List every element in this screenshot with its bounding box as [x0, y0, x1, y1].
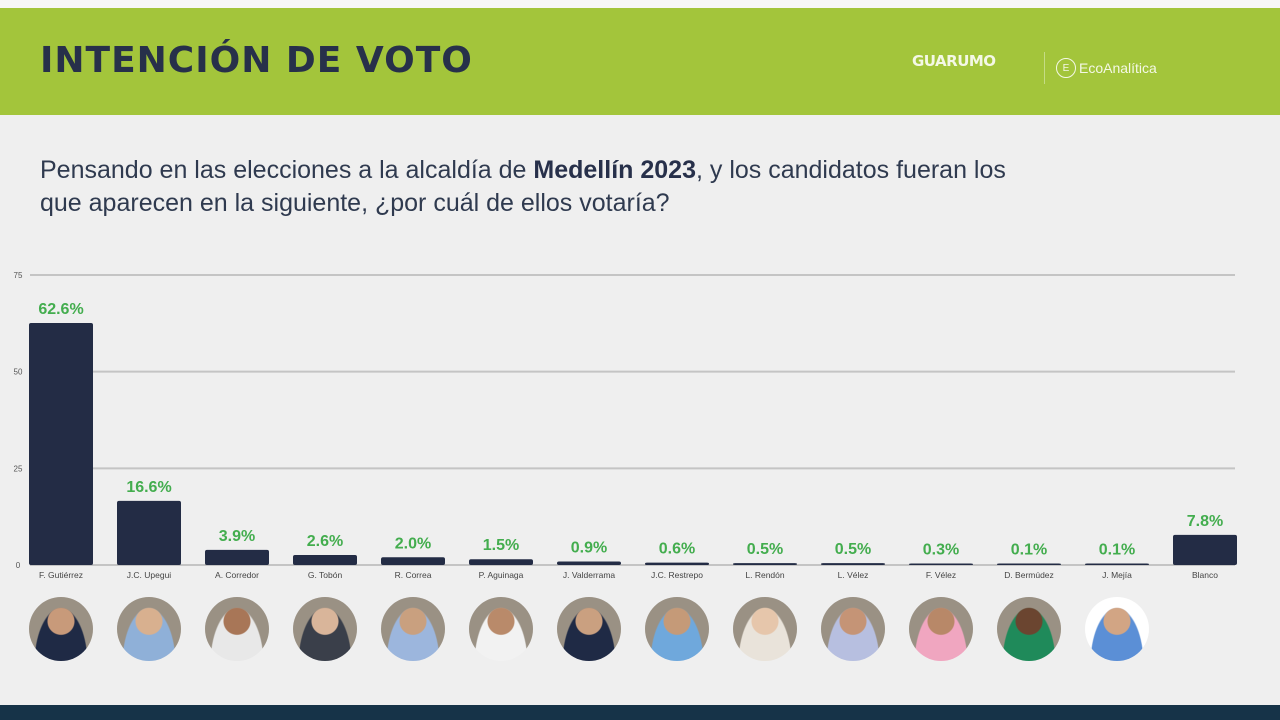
- data-label: 0.3%: [923, 542, 959, 559]
- y-tick-label: 50: [14, 368, 23, 377]
- bar: [909, 563, 973, 565]
- x-tick-label: L. Rendón: [745, 570, 784, 580]
- candidate-photo: [117, 597, 181, 661]
- data-label: 16.6%: [126, 479, 171, 496]
- guarumo-logo: GUARUMO: [912, 52, 996, 70]
- y-tick-label: 0: [16, 561, 21, 570]
- candidate-photo: [469, 597, 533, 661]
- bar: [645, 562, 709, 565]
- data-label: 2.6%: [307, 533, 343, 550]
- data-label: 1.5%: [483, 537, 519, 554]
- eco-logo-text: EcoAnalítica: [1079, 60, 1157, 76]
- data-label: 3.9%: [219, 528, 255, 545]
- bar: [29, 322, 93, 565]
- data-label: 62.6%: [38, 301, 83, 318]
- x-tick-label: F. Gutiérrez: [39, 570, 83, 580]
- y-tick-label: 25: [14, 464, 23, 473]
- x-tick-label: A. Corredor: [215, 570, 259, 580]
- x-tick-label: G. Tobón: [308, 570, 343, 580]
- bar: [205, 549, 269, 565]
- y-tick-label: 75: [14, 271, 23, 280]
- top-strip: [0, 0, 1280, 8]
- survey-question: Pensando en las elecciones a la alcaldía…: [40, 154, 1040, 220]
- x-tick-label: Blanco: [1192, 570, 1218, 580]
- x-tick-label: J. Mejía: [1102, 570, 1132, 580]
- data-label: 0.5%: [747, 541, 783, 558]
- data-label: 0.9%: [571, 540, 607, 557]
- question-bold: Medellín 2023: [533, 156, 696, 184]
- x-tick-label: J.C. Restrepo: [651, 570, 703, 580]
- bar: [997, 563, 1061, 565]
- data-label: 7.8%: [1187, 513, 1223, 530]
- ecoanalitica-logo: E EcoAnalítica: [1056, 58, 1157, 78]
- x-tick-label: F. Vélez: [926, 570, 956, 580]
- x-tick-label: L. Vélez: [838, 570, 869, 580]
- bar: [1085, 563, 1149, 565]
- bar: [1173, 534, 1237, 565]
- bar: [293, 554, 357, 565]
- data-label: 0.6%: [659, 541, 695, 558]
- candidate-photo: [733, 597, 797, 661]
- candidate-photo: [293, 597, 357, 661]
- bar: [469, 559, 533, 565]
- candidate-photo: [29, 597, 93, 661]
- page-title: INTENCIÓN DE VOTO: [40, 40, 473, 81]
- candidate-photo: [909, 597, 973, 661]
- x-tick-label: P. Aguinaga: [479, 570, 524, 580]
- bar: [821, 563, 885, 565]
- bar: [557, 561, 621, 565]
- x-tick-label: J.C. Upegui: [127, 570, 172, 580]
- question-text-1: Pensando en las elecciones a la alcaldía…: [40, 156, 534, 184]
- data-label: 0.1%: [1099, 542, 1135, 559]
- data-label: 0.5%: [835, 541, 871, 558]
- header-bar: INTENCIÓN DE VOTO GUARUMO E EcoAnalítica: [0, 8, 1280, 115]
- candidate-photo: [645, 597, 709, 661]
- data-label: 2.0%: [395, 535, 431, 552]
- bar: [117, 500, 181, 565]
- candidate-photo: [1085, 597, 1149, 661]
- candidate-photo: [381, 597, 445, 661]
- candidate-photo: [821, 597, 885, 661]
- bar: [733, 563, 797, 565]
- candidate-photo: [557, 597, 621, 661]
- candidate-photo: [205, 597, 269, 661]
- bar: [381, 557, 445, 565]
- footer-bar: [0, 705, 1280, 720]
- x-tick-label: D. Bermúdez: [1004, 570, 1054, 580]
- data-label: 0.1%: [1011, 542, 1047, 559]
- x-tick-label: J. Valderrama: [563, 570, 616, 580]
- question-text-2: , y los candidatos fueran los que aparec…: [40, 156, 1006, 217]
- candidate-photo: [997, 597, 1061, 661]
- logo-divider: [1044, 52, 1045, 84]
- eco-logo-icon: E: [1056, 58, 1076, 78]
- x-tick-label: R. Correa: [395, 570, 432, 580]
